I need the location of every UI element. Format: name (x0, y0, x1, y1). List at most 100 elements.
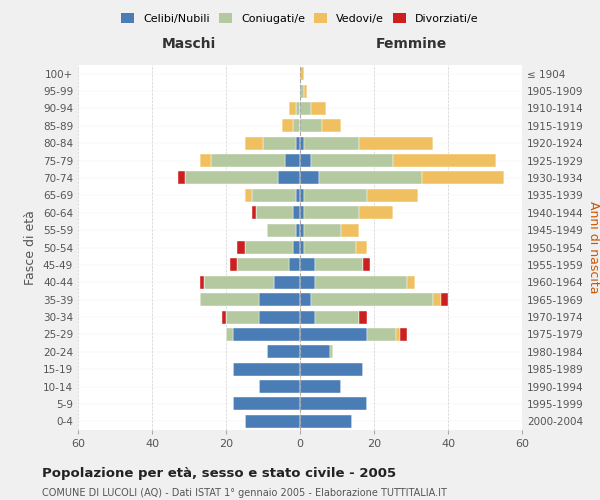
Bar (211, 154, 285, 167)
Bar (300, 172, 319, 184)
Bar (304, 84, 307, 98)
Bar (300, 293, 311, 306)
Bar (223, 310, 226, 324)
Bar (315, 310, 359, 324)
Bar (296, 102, 300, 115)
Y-axis label: Anni di nascita: Anni di nascita (587, 201, 600, 294)
Bar (304, 136, 359, 149)
Bar (300, 362, 363, 376)
Bar (293, 120, 300, 132)
Text: COMUNE DI LUCOLI (AQ) - Dati ISTAT 1° gennaio 2005 - Elaborazione TUTTITALIA.IT: COMUNE DI LUCOLI (AQ) - Dati ISTAT 1° ge… (42, 488, 447, 498)
Bar (245, 241, 293, 254)
Bar (300, 120, 322, 132)
Bar (315, 258, 363, 272)
Bar (296, 189, 300, 202)
Bar (289, 102, 296, 115)
Bar (296, 224, 300, 236)
Y-axis label: Fasce di età: Fasce di età (25, 210, 37, 285)
Bar (367, 328, 396, 341)
Bar (300, 241, 304, 254)
Bar (422, 172, 503, 184)
Bar (285, 154, 300, 167)
Bar (233, 398, 300, 410)
Bar (300, 380, 341, 393)
Bar (359, 310, 367, 324)
Bar (230, 258, 237, 272)
Bar (300, 398, 367, 410)
Bar (407, 276, 415, 289)
Bar (289, 258, 300, 272)
Bar (293, 206, 300, 220)
Bar (300, 258, 315, 272)
Bar (259, 293, 300, 306)
Bar (237, 258, 289, 272)
Bar (329, 346, 334, 358)
Legend: Celibi/Nubili, Coniugati/e, Vedovi/e, Divorziati/e: Celibi/Nubili, Coniugati/e, Vedovi/e, Di… (117, 8, 483, 28)
Bar (300, 67, 304, 80)
Bar (259, 310, 300, 324)
Bar (226, 328, 233, 341)
Bar (259, 380, 300, 393)
Bar (252, 206, 256, 220)
Bar (300, 415, 352, 428)
Bar (300, 136, 304, 149)
Bar (200, 276, 204, 289)
Bar (319, 172, 422, 184)
Bar (367, 189, 418, 202)
Bar (300, 224, 304, 236)
Bar (359, 136, 433, 149)
Bar (300, 102, 311, 115)
Bar (359, 206, 392, 220)
Bar (311, 154, 392, 167)
Bar (341, 224, 359, 236)
Text: Popolazione per età, sesso e stato civile - 2005: Popolazione per età, sesso e stato civil… (42, 468, 396, 480)
Bar (233, 328, 300, 341)
Bar (281, 120, 293, 132)
Bar (278, 172, 300, 184)
Bar (300, 84, 304, 98)
Text: Femmine: Femmine (376, 37, 446, 51)
Bar (256, 206, 293, 220)
Bar (200, 293, 259, 306)
Bar (315, 276, 407, 289)
Bar (204, 276, 274, 289)
Bar (433, 293, 440, 306)
Bar (178, 172, 185, 184)
Bar (300, 328, 367, 341)
Bar (304, 224, 341, 236)
Bar (266, 224, 296, 236)
Bar (355, 241, 367, 254)
Bar (252, 189, 296, 202)
Bar (266, 346, 300, 358)
Bar (300, 189, 304, 202)
Bar (300, 154, 311, 167)
Bar (296, 136, 300, 149)
Bar (263, 136, 296, 149)
Bar (274, 276, 300, 289)
Bar (304, 189, 367, 202)
Bar (392, 154, 496, 167)
Bar (396, 328, 400, 341)
Bar (440, 293, 448, 306)
Bar (363, 258, 370, 272)
Bar (300, 310, 315, 324)
Bar (245, 136, 263, 149)
Bar (237, 241, 245, 254)
Bar (200, 154, 211, 167)
Bar (300, 206, 304, 220)
Bar (304, 241, 355, 254)
Bar (311, 293, 433, 306)
Bar (185, 172, 278, 184)
Bar (300, 346, 329, 358)
Bar (322, 120, 341, 132)
Bar (226, 310, 259, 324)
Bar (400, 328, 407, 341)
Bar (311, 102, 326, 115)
Bar (304, 206, 359, 220)
Bar (245, 415, 300, 428)
Bar (233, 362, 300, 376)
Text: Maschi: Maschi (162, 37, 216, 51)
Bar (293, 241, 300, 254)
Bar (300, 276, 315, 289)
Bar (245, 189, 252, 202)
